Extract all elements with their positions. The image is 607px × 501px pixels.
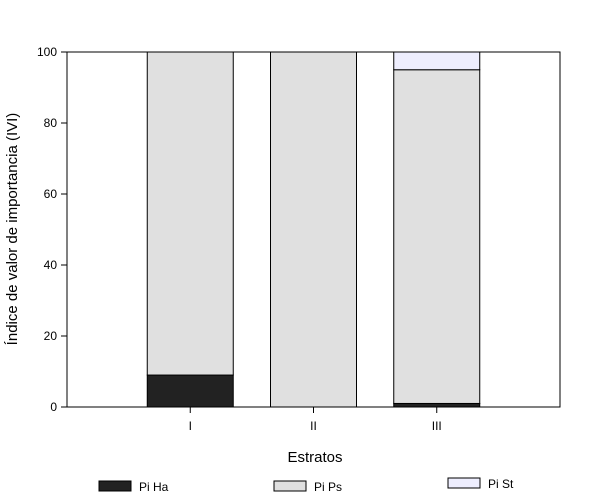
y-tick-label: 60 (44, 187, 58, 201)
bar-segment-pi-ha-i (146, 374, 234, 408)
y-axis: 0 20 40 60 80 100 (37, 45, 67, 414)
x-tick-label: II (310, 419, 317, 433)
x-tick-label: III (432, 419, 442, 433)
legend-label-pi-ps: Pi Ps (314, 480, 342, 494)
bar-segment-pi-ps-i (146, 51, 234, 376)
legend-swatch-pi-ps (273, 480, 307, 492)
legend-label-pi-ha: Pi Ha (139, 480, 169, 494)
bar-segment-pi-ha-iii (393, 402, 481, 408)
bar-segment-pi-ps-ii (270, 51, 357, 408)
bar-segment-pi-ps-iii (393, 69, 481, 404)
y-tick-label: 20 (44, 329, 58, 343)
y-tick-label: 100 (37, 45, 57, 59)
y-tick-label: 80 (44, 116, 58, 130)
legend-label-pi-st: Pi St (488, 477, 514, 491)
legend-swatch-pi-ha (98, 480, 132, 492)
y-tick-label: 40 (44, 258, 58, 272)
y-axis-label: Índice de valor de importancia (IVI) (4, 113, 21, 346)
legend-swatch-pi-st (447, 477, 481, 489)
x-axis: I II III (189, 407, 442, 433)
x-axis-label: Estratos (287, 449, 342, 466)
x-tick-label: I (189, 419, 192, 433)
legend: Pi Ha Pi Ps Pi St (98, 477, 514, 494)
y-tick-label: 0 (50, 400, 57, 414)
bars-layer (146, 51, 481, 408)
bar-segment-pi-st-iii (393, 51, 481, 71)
